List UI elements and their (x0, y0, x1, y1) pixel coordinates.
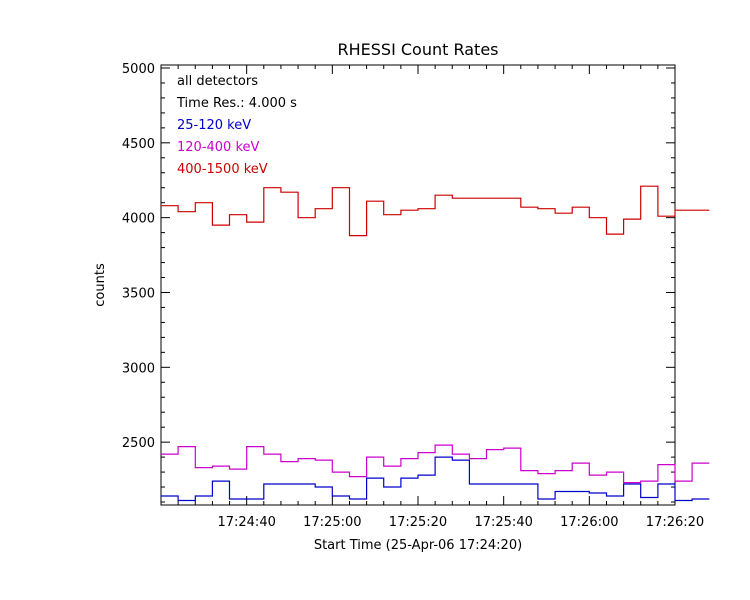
legend-series-25-120: 25-120 keV (177, 118, 251, 133)
x-tick-label: 17:25:40 (474, 515, 532, 530)
series-line-0 (161, 456, 710, 502)
annotation-time-res: Time Res.: 4.000 s (176, 96, 297, 111)
legend-series-400-1500: 400-1500 keV (177, 162, 268, 177)
x-tick-label: 17:25:20 (389, 515, 447, 530)
legend: all detectors Time Res.: 4.000 s 25-120 … (176, 74, 297, 177)
y-tick-label: 4500 (122, 137, 155, 152)
x-axis-ticks: 17:24:40 17:25:00 17:25:20 17:25:40 17:26:00… (177, 65, 704, 530)
chart-title: RHESSI Count Rates (338, 40, 499, 59)
y-tick-label: 2500 (122, 436, 155, 451)
series-line-2 (161, 185, 710, 237)
annotation-detectors: all detectors (177, 74, 258, 89)
y-tick-label: 3500 (122, 286, 155, 301)
series-lines (161, 185, 710, 502)
x-axis-label: Start Time (25-Apr-06 17:24:20) (314, 538, 522, 553)
x-tick-label: 17:26:20 (646, 515, 704, 530)
y-tick-label: 5000 (122, 62, 155, 77)
series-line-1 (161, 444, 710, 484)
x-tick-label: 17:25:00 (303, 515, 361, 530)
x-tick-label: 17:26:00 (560, 515, 618, 530)
y-axis-ticks: 2500 3000 3500 4000 4500 5000 (122, 62, 675, 503)
y-axis-label: counts (93, 263, 108, 307)
legend-series-120-400: 120-400 keV (177, 140, 260, 155)
y-tick-label: 3000 (122, 361, 155, 376)
y-tick-label: 4000 (122, 212, 155, 227)
x-tick-label: 17:24:40 (217, 515, 275, 530)
